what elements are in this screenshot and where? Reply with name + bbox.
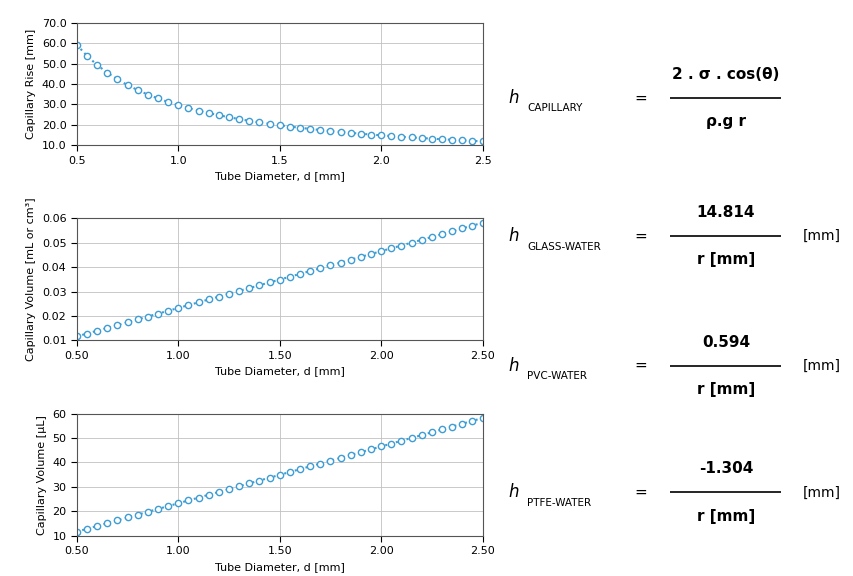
X-axis label: Tube Diameter, d [mm]: Tube Diameter, d [mm] [214, 171, 345, 181]
Y-axis label: Capillary Rise [mm]: Capillary Rise [mm] [26, 29, 36, 139]
Text: r [mm]: r [mm] [696, 382, 754, 397]
X-axis label: Tube Diameter, d [mm]: Tube Diameter, d [mm] [214, 366, 345, 376]
Text: 0.594: 0.594 [701, 335, 749, 350]
Text: =: = [634, 485, 646, 500]
Text: PTFE-WATER: PTFE-WATER [526, 498, 590, 508]
Text: =: = [634, 358, 646, 373]
Text: CAPILLARY: CAPILLARY [526, 103, 582, 113]
Text: 14.814: 14.814 [696, 205, 754, 220]
Text: h: h [508, 483, 518, 502]
Text: r [mm]: r [mm] [696, 252, 754, 267]
Text: PVC-WATER: PVC-WATER [526, 371, 586, 381]
Text: r [mm]: r [mm] [696, 509, 754, 524]
Text: h: h [508, 89, 518, 107]
Text: h: h [508, 357, 518, 375]
Text: =: = [634, 90, 646, 105]
Text: 2 . σ . cos(θ): 2 . σ . cos(θ) [671, 67, 779, 82]
Text: =: = [634, 229, 646, 244]
Text: GLASS-WATER: GLASS-WATER [526, 241, 600, 252]
Text: h: h [508, 227, 518, 245]
X-axis label: Tube Diameter, d [mm]: Tube Diameter, d [mm] [214, 562, 345, 571]
Text: -1.304: -1.304 [698, 461, 752, 476]
Text: [mm]: [mm] [802, 229, 839, 243]
Text: [mm]: [mm] [802, 359, 839, 373]
Y-axis label: Capillary Volume [µL]: Capillary Volume [µL] [37, 415, 47, 535]
Text: [mm]: [mm] [802, 486, 839, 499]
Y-axis label: Capillary Volume [mL or cm³]: Capillary Volume [mL or cm³] [26, 198, 36, 361]
Text: ρ.g r: ρ.g r [705, 114, 745, 129]
